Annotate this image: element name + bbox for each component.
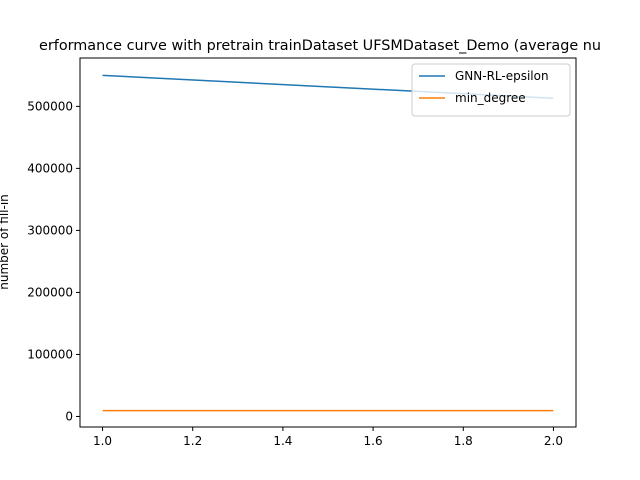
plot-frame [79,57,577,428]
legend-box [411,63,571,117]
y-tick-label: 0 [65,409,73,423]
y-tick-label: 200000 [27,285,73,299]
y-tick-label: 300000 [27,223,73,237]
x-tick-label: 1.6 [364,434,383,448]
plot-area [80,58,576,427]
legend-label: min_degree [455,91,526,105]
y-tick-label: 400000 [27,161,73,175]
x-tick-label: 2.0 [544,434,563,448]
chart-title: erformance curve with pretrain trainData… [39,38,601,54]
x-tick-label: 1.2 [183,434,202,448]
y-axis: 0 100000 200000 300000 400000 500000 [27,99,80,423]
x-tick-label: 1.0 [93,434,112,448]
x-axis: 1.0 1.2 1.4 1.6 1.8 2.0 [93,427,563,448]
x-tick-label: 1.8 [454,434,473,448]
y-axis-label: number of fill-in [0,194,11,290]
legend: GNN-RL-epsilon min_degree [411,63,571,117]
legend-label: GNN-RL-epsilon [455,69,549,83]
x-tick-label: 1.4 [273,434,292,448]
y-tick-label: 500000 [27,99,73,113]
y-tick-label: 100000 [27,347,73,361]
